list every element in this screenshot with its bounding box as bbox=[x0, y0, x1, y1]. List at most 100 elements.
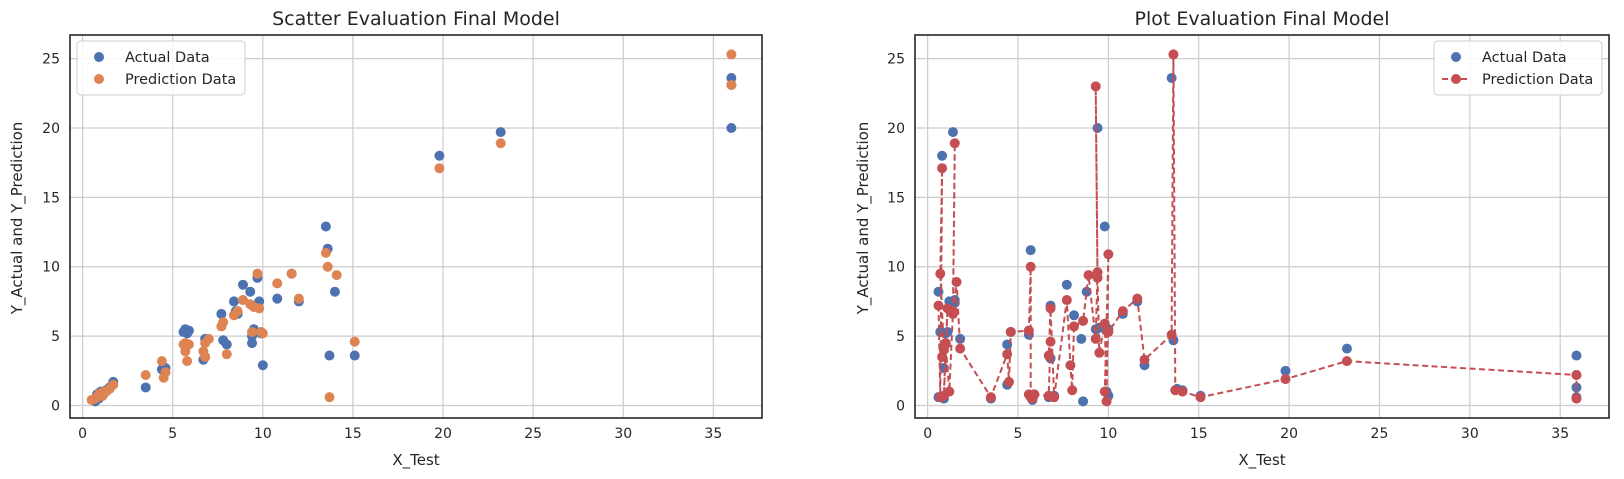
data-point bbox=[140, 369, 151, 380]
x-tick-label: 15 bbox=[344, 426, 362, 442]
data-point bbox=[937, 351, 948, 362]
data-point bbox=[1092, 122, 1103, 133]
data-point bbox=[320, 247, 331, 258]
y-axis-label: Y_Actual and Y_Prediction bbox=[854, 122, 873, 316]
data-point bbox=[955, 343, 966, 354]
data-point bbox=[1280, 374, 1291, 385]
data-point bbox=[1025, 261, 1036, 272]
x-axis-label: X_Test bbox=[1238, 451, 1285, 470]
data-point bbox=[1168, 49, 1179, 60]
data-point bbox=[1132, 293, 1143, 304]
data-point bbox=[944, 386, 955, 397]
data-point bbox=[1002, 349, 1013, 360]
legend-marker bbox=[94, 74, 104, 84]
prediction-line bbox=[937, 54, 1578, 402]
data-point bbox=[1049, 392, 1060, 403]
data-point bbox=[1005, 326, 1016, 337]
data-point bbox=[252, 268, 263, 279]
data-point bbox=[320, 221, 331, 232]
data-point bbox=[156, 356, 167, 367]
data-point bbox=[495, 138, 506, 149]
series-prediction bbox=[86, 49, 737, 405]
data-point bbox=[947, 127, 958, 138]
data-point bbox=[947, 308, 958, 319]
data-point bbox=[1094, 347, 1105, 358]
y-tick-label: 25 bbox=[42, 52, 60, 68]
data-point bbox=[726, 122, 737, 133]
data-point bbox=[1090, 81, 1101, 92]
data-point bbox=[1067, 385, 1078, 396]
data-point bbox=[1061, 295, 1072, 306]
data-point bbox=[985, 392, 996, 403]
data-point bbox=[1099, 221, 1110, 232]
data-point bbox=[1061, 279, 1072, 290]
grid bbox=[70, 35, 762, 418]
data-point bbox=[293, 293, 304, 304]
data-point bbox=[182, 356, 193, 367]
x-tick-label: 10 bbox=[1099, 426, 1117, 442]
data-point bbox=[232, 306, 243, 317]
legend-label: Actual Data bbox=[125, 50, 210, 66]
y-tick-label: 10 bbox=[42, 260, 60, 276]
data-point bbox=[1099, 318, 1110, 329]
data-point bbox=[1166, 329, 1177, 340]
data-point bbox=[1103, 326, 1114, 337]
x-tick-label: 5 bbox=[1014, 426, 1023, 442]
scatter-panel: Scatter Evaluation Final Model X_Test Y_… bbox=[8, 8, 763, 470]
data-point bbox=[1341, 356, 1352, 367]
data-point bbox=[1099, 386, 1110, 397]
x-axis-label: X_Test bbox=[392, 451, 439, 470]
data-point bbox=[203, 333, 214, 344]
chart-title: Scatter Evaluation Final Model bbox=[272, 8, 560, 30]
data-point bbox=[257, 360, 268, 371]
data-point bbox=[183, 325, 194, 336]
data-point bbox=[935, 268, 946, 279]
data-point bbox=[1069, 321, 1080, 332]
data-point bbox=[1076, 333, 1087, 344]
data-point bbox=[324, 350, 335, 361]
chart-title: Plot Evaluation Final Model bbox=[1134, 8, 1389, 30]
data-point bbox=[247, 326, 258, 337]
x-tick-label: 15 bbox=[1190, 426, 1208, 442]
data-point bbox=[1083, 270, 1094, 281]
data-point bbox=[1571, 369, 1582, 380]
y-tick-label: 0 bbox=[896, 399, 905, 415]
data-point bbox=[200, 351, 211, 362]
data-point bbox=[331, 270, 342, 281]
data-point bbox=[1078, 396, 1089, 407]
data-point bbox=[937, 150, 948, 161]
data-point bbox=[1090, 333, 1101, 344]
y-tick-label: 20 bbox=[887, 121, 905, 137]
data-point bbox=[228, 296, 239, 307]
data-point bbox=[933, 300, 944, 311]
data-point bbox=[1571, 350, 1582, 361]
data-point bbox=[329, 286, 340, 297]
data-point bbox=[1078, 315, 1089, 326]
data-point bbox=[1103, 249, 1114, 260]
x-tick-label: 35 bbox=[704, 426, 722, 442]
data-point bbox=[1045, 336, 1056, 347]
y-tick-label: 10 bbox=[887, 260, 905, 276]
line-panel: Plot Evaluation Final Model X_Test Y_Act… bbox=[854, 8, 1610, 470]
data-point bbox=[254, 303, 265, 314]
data-point bbox=[1341, 343, 1352, 354]
y-tick-label: 25 bbox=[887, 52, 905, 68]
data-point bbox=[272, 278, 283, 289]
data-point bbox=[324, 392, 335, 403]
series-prediction bbox=[933, 49, 1582, 407]
legend-marker bbox=[1451, 74, 1461, 84]
legend-label: Prediction Data bbox=[1482, 72, 1593, 88]
data-point bbox=[1571, 393, 1582, 404]
data-point bbox=[1003, 376, 1014, 387]
legend-box bbox=[1433, 40, 1603, 96]
data-point bbox=[951, 277, 962, 288]
legend: Actual Data Prediction Data bbox=[1433, 40, 1603, 96]
data-point bbox=[937, 163, 948, 174]
axes-frame bbox=[69, 34, 763, 419]
data-point bbox=[218, 317, 229, 328]
data-point bbox=[247, 338, 258, 349]
data-point bbox=[1166, 73, 1177, 84]
data-point bbox=[286, 268, 297, 279]
data-point bbox=[940, 339, 951, 350]
